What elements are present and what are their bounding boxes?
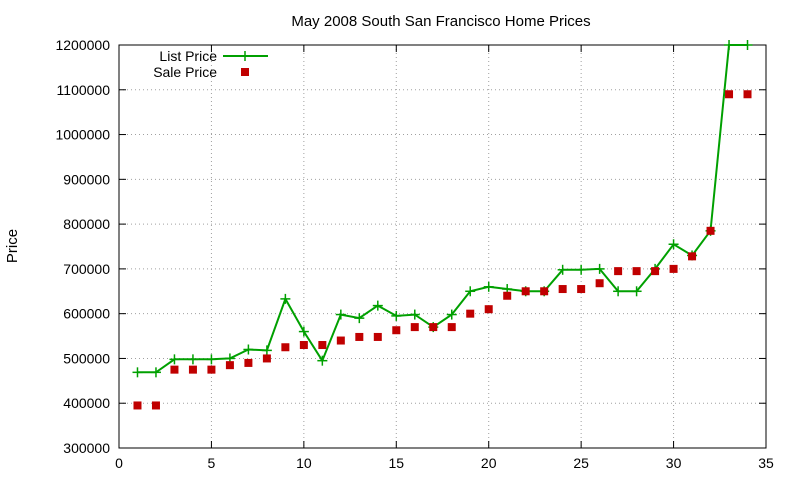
data-point (207, 365, 216, 374)
data-point (688, 252, 697, 261)
data-point (151, 401, 160, 410)
x-tick-label: 0 (115, 455, 123, 471)
data-point (373, 332, 382, 341)
data-point (521, 287, 530, 296)
data-point (742, 40, 753, 50)
data-point (483, 281, 494, 292)
series-line (137, 44, 748, 374)
data-point (261, 345, 272, 356)
legend-marker (240, 51, 250, 61)
data-point (595, 279, 604, 288)
data-point (132, 367, 143, 378)
data-point (466, 309, 475, 318)
data-point (484, 305, 493, 314)
data-point (577, 285, 586, 294)
data-point (318, 341, 327, 350)
axes: 300000 400000 500000 600000 700000 800000 9000… (55, 37, 774, 471)
y-tick-label: 600000 (63, 306, 110, 322)
data-point (298, 326, 309, 337)
grid (119, 45, 766, 448)
data-point (150, 367, 161, 378)
x-tick-label: 30 (666, 455, 682, 471)
data-point (392, 326, 401, 335)
data-point (669, 264, 678, 273)
data-point (503, 291, 512, 300)
data-point (706, 226, 715, 235)
y-tick-label: 1000000 (55, 127, 110, 143)
data-point (317, 355, 328, 366)
data-point (743, 90, 752, 99)
data-point (243, 344, 254, 355)
y-tick-label: 400000 (63, 395, 110, 411)
data-point (355, 332, 364, 341)
y-tick-label: 700000 (63, 261, 110, 277)
x-tick-label: 15 (388, 455, 404, 471)
data-point (225, 361, 234, 370)
data-point (429, 323, 438, 332)
data-point (335, 309, 346, 320)
data-point (558, 285, 567, 294)
data-point (632, 267, 641, 276)
y-tick-label: 800000 (63, 216, 110, 232)
data-point (206, 354, 217, 365)
data-point (724, 40, 735, 50)
y-tick-label: 900000 (63, 171, 110, 187)
data-point (372, 300, 383, 311)
data-point (169, 354, 180, 365)
data-point (262, 354, 271, 363)
data-point (133, 401, 142, 410)
x-tick-label: 10 (296, 455, 312, 471)
data-point (354, 313, 365, 324)
plot-border (118, 44, 767, 449)
data-point (651, 267, 660, 276)
data-point (188, 365, 197, 374)
x-tick-label: 20 (481, 455, 497, 471)
y-axis-label: Price (4, 229, 21, 263)
x-tick-label: 5 (208, 455, 216, 471)
data-point (187, 354, 198, 365)
data-point (725, 90, 734, 99)
data-point (540, 287, 549, 296)
x-tick-label: 35 (758, 455, 774, 471)
legend-label: List Price (159, 48, 217, 64)
data-point (280, 293, 291, 304)
y-tick-label: 1200000 (55, 37, 110, 53)
data-point (631, 286, 642, 297)
legend-entry: Sale Price (153, 64, 249, 80)
legend-entry: List Price (159, 48, 268, 64)
legend-label: Sale Price (153, 64, 217, 80)
data-point (244, 358, 253, 367)
data-point (391, 310, 402, 321)
data-point (447, 323, 456, 332)
chart-title: May 2008 South San Francisco Home Prices (291, 13, 590, 30)
data-point (594, 263, 605, 274)
data-point (613, 286, 624, 297)
data-point (465, 286, 476, 297)
legend-marker (241, 68, 249, 76)
y-tick-label: 300000 (63, 440, 110, 456)
data-point (576, 264, 587, 275)
data-point (281, 343, 290, 352)
y-tick-label: 1100000 (57, 82, 111, 98)
data-point (410, 323, 419, 332)
data-point (614, 267, 623, 276)
data-point (446, 309, 457, 320)
data-point (409, 309, 420, 320)
data-point (299, 341, 308, 350)
y-tick-label: 500000 (63, 350, 110, 366)
x-tick-label: 25 (573, 455, 589, 471)
series-2 (133, 90, 752, 410)
series (132, 40, 753, 410)
data-point (668, 239, 679, 250)
data-point (557, 264, 568, 275)
series-1 (132, 40, 753, 378)
data-point (336, 336, 345, 345)
data-point (170, 365, 179, 374)
